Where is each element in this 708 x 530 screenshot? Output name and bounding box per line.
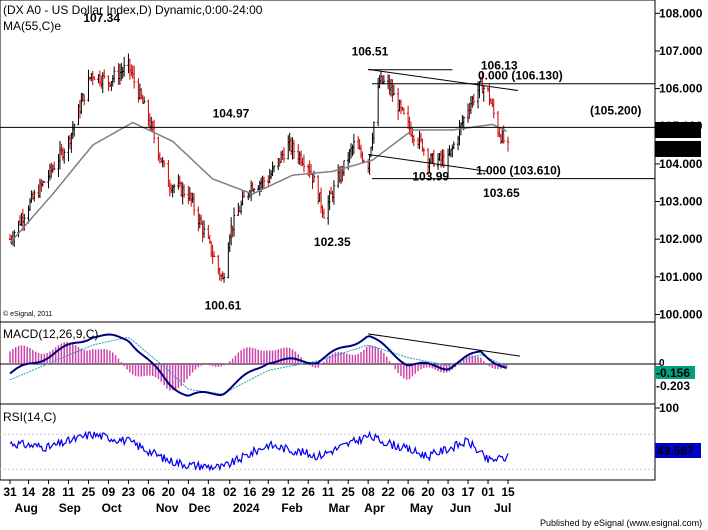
macd-signal-value-label: -0.203	[656, 379, 690, 393]
date-tick-label: 20	[162, 485, 176, 499]
price-tick-label: 104.000	[659, 157, 703, 171]
date-tick-label: 15	[501, 485, 515, 499]
candles-group	[8, 53, 510, 283]
macd-signal-line	[9, 336, 507, 395]
date-tick-label: 06	[401, 485, 415, 499]
macd-value-box	[655, 366, 695, 379]
month-label: Aug	[15, 501, 38, 515]
month-label: Nov	[156, 501, 179, 515]
date-tick-label: 25	[82, 485, 96, 499]
price-tick-label: 102.000	[659, 232, 703, 246]
annotation-label: 103.65	[483, 186, 520, 200]
annotation-label: 0.000 (106.130)	[478, 69, 563, 83]
price-tag-label: 104.900	[657, 124, 701, 138]
date-tick-label: 08	[361, 485, 375, 499]
axis-group: 108.000107.000106.000105.000104.000103.0…	[3, 6, 702, 515]
month-label: 2024	[233, 501, 260, 515]
price-tag-label: 104.396	[657, 143, 701, 157]
rsi-tick-label: 100	[659, 401, 679, 415]
lower-trendline	[368, 153, 489, 172]
ma-label: MA(55,C)e	[3, 19, 61, 33]
price-tag-box	[655, 122, 701, 138]
upper-trendline	[368, 68, 519, 91]
month-label: Sep	[59, 501, 81, 515]
macd-divergence-line	[368, 333, 521, 357]
overlay-group: 107.34 100.61 104.97 102.35 106.51 103.99 106.…	[0, 11, 655, 472]
date-tick-label: 14	[22, 485, 36, 499]
price-tick-label: 100.000	[659, 307, 703, 321]
rsi-line	[9, 430, 509, 472]
annotation-label: 102.35	[314, 235, 351, 249]
annotation-label: 106.51	[352, 44, 389, 58]
annotation-label: 104.97	[213, 106, 250, 120]
annotation-label: 103.99	[412, 169, 449, 183]
date-tick-label: 31	[3, 485, 17, 499]
price-tick-label: 103.000	[659, 195, 703, 209]
date-tick-label: 12	[282, 485, 296, 499]
date-tick-label: 03	[441, 485, 455, 499]
price-panel	[0, 0, 656, 323]
rsi-value-box	[655, 443, 701, 458]
macd-line	[9, 333, 507, 397]
date-tick-label: 28	[42, 485, 56, 499]
date-tick-label: 18	[202, 485, 216, 499]
date-tick-label: 11	[62, 485, 75, 499]
month-label: Dec	[189, 501, 211, 515]
macd-value-label: -0.156	[656, 366, 690, 380]
macd-tick-label: 0	[659, 358, 665, 369]
macd-title: MACD(12,26,9,C)	[3, 327, 98, 341]
month-label: Feb	[281, 501, 302, 515]
footer-text: Published by eSignal (www.esignal.com)	[540, 518, 702, 528]
date-tick-label: 06	[142, 485, 156, 499]
date-tick-label: 16	[243, 485, 257, 499]
date-tick-label: 22	[381, 485, 395, 499]
rsi-title: RSI(14,C)	[3, 410, 56, 424]
rsi-panel	[0, 403, 656, 481]
month-label: Oct	[102, 501, 122, 515]
date-tick-label: 23	[122, 485, 136, 499]
price-tick-label: 101.000	[659, 270, 703, 284]
watermark: © eSignal, 2011	[3, 310, 53, 318]
annotation-label: 1.000 (103.610)	[476, 164, 561, 178]
month-label: Apr	[364, 501, 385, 515]
rsi-value-label: 43.587	[657, 444, 694, 458]
annotation-label: 100.61	[205, 299, 242, 313]
annotation-label: 107.34	[83, 11, 120, 25]
price-tag-box	[655, 140, 701, 157]
month-label: Jun	[450, 501, 471, 515]
annotation-label: (105.200)	[590, 104, 641, 118]
date-tick-label: 25	[342, 485, 356, 499]
date-tick-label: 01	[481, 485, 495, 499]
date-tick-label: 29	[262, 485, 276, 499]
date-tick-label: 17	[461, 485, 475, 499]
annotation-label: 106.13	[481, 59, 518, 73]
date-tick-label: 11	[322, 485, 335, 499]
date-tick-label: 02	[223, 485, 237, 499]
price-tick-label: 106.000	[659, 82, 703, 96]
month-label: Jul	[494, 501, 511, 515]
chart-title: (DX A0 - US Dollar Index,D) Dynamic,0:00…	[3, 3, 263, 17]
month-label: Mar	[328, 501, 350, 515]
date-tick-label: 26	[302, 485, 316, 499]
price-tick-label: 108.000	[659, 6, 703, 20]
ma-line	[9, 121, 507, 244]
date-tick-label: 04	[182, 485, 196, 499]
price-tick-label: 107.000	[659, 44, 703, 58]
month-label: May	[410, 501, 434, 515]
date-tick-label: 09	[102, 485, 116, 499]
date-tick-label: 20	[421, 485, 435, 499]
